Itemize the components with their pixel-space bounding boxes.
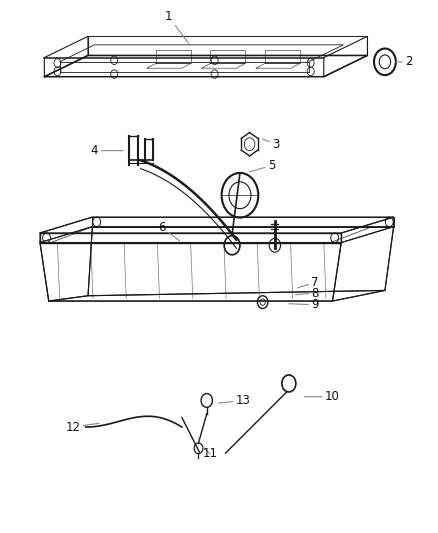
Text: 13: 13	[218, 394, 251, 407]
Text: 9: 9	[289, 298, 319, 311]
Text: 10: 10	[304, 390, 340, 403]
Text: 3: 3	[263, 138, 279, 151]
Text: 8: 8	[295, 287, 319, 300]
Text: 11: 11	[202, 447, 218, 460]
Text: 1: 1	[165, 10, 188, 43]
Text: 4: 4	[91, 144, 123, 157]
Text: 12: 12	[65, 421, 99, 433]
Text: 5: 5	[250, 159, 275, 172]
Text: 7: 7	[297, 276, 319, 289]
Text: 6: 6	[159, 221, 180, 241]
Text: 2: 2	[396, 55, 413, 68]
